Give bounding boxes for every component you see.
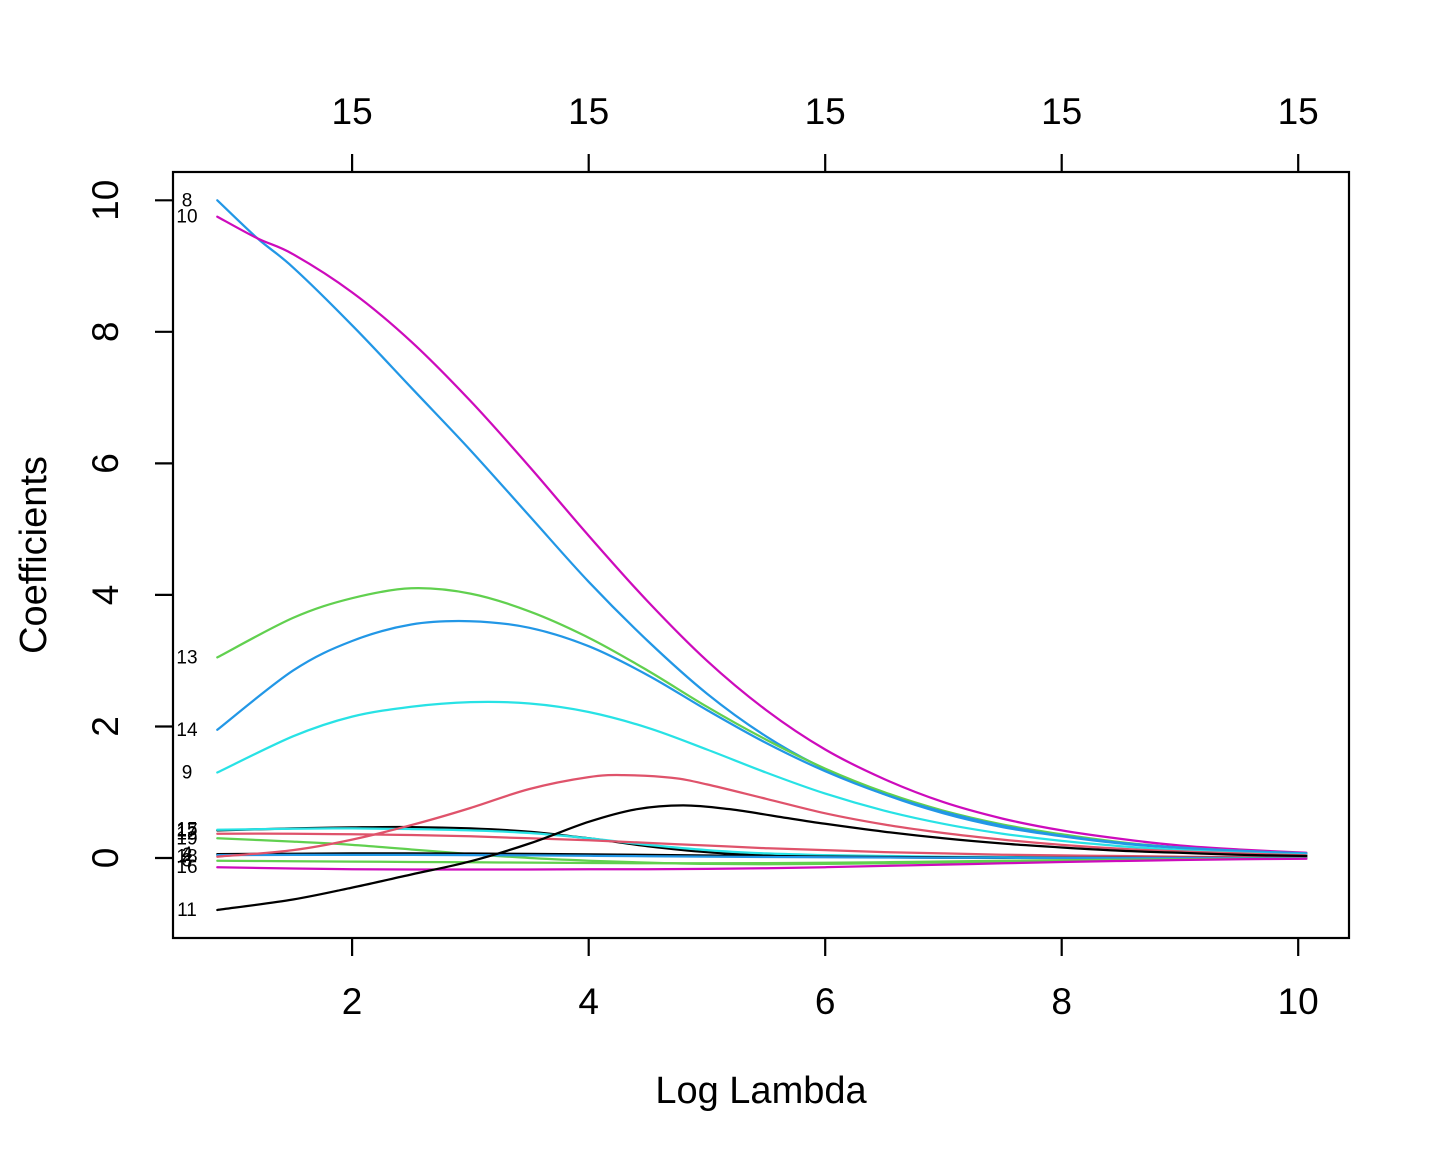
series-line-11 bbox=[216, 804, 1308, 912]
top-axis-tick-label: 15 bbox=[568, 91, 609, 132]
y-axis-title: Coefficients bbox=[13, 456, 55, 654]
curve-label-4: 4 bbox=[182, 844, 193, 865]
series-line-12 bbox=[216, 832, 1308, 859]
series-line-2 bbox=[216, 853, 1308, 860]
x-axis-tick-label: 2 bbox=[342, 981, 363, 1022]
top-axis-tick-label: 15 bbox=[1278, 91, 1319, 132]
curve-label-9: 9 bbox=[182, 763, 193, 784]
curve-label-11: 11 bbox=[177, 900, 197, 921]
series-line-10 bbox=[216, 215, 1308, 854]
curve-label-8: 8 bbox=[182, 190, 193, 211]
top-axis-tick-label: 15 bbox=[1041, 91, 1082, 132]
series-line-14 bbox=[216, 619, 1308, 855]
y-axis-tick-label: 6 bbox=[85, 453, 126, 474]
curve-label-13: 13 bbox=[176, 647, 197, 668]
series-line-18 bbox=[216, 773, 1308, 858]
y-axis-tick-label: 8 bbox=[85, 322, 126, 343]
curve-label-16: 16 bbox=[176, 857, 197, 878]
x-axis-tick-label: 4 bbox=[578, 981, 599, 1022]
x-axis-tick-label: 6 bbox=[815, 981, 836, 1022]
top-axis-tick-label: 15 bbox=[332, 91, 373, 132]
curve-label-3: 3 bbox=[182, 851, 193, 872]
y-axis-tick-label: 2 bbox=[85, 716, 126, 737]
curve-label-19: 19 bbox=[176, 828, 197, 849]
series-line-9 bbox=[216, 700, 1308, 856]
plot-box bbox=[171, 170, 1351, 940]
series-layer bbox=[216, 199, 1308, 912]
curve-label-12: 12 bbox=[176, 824, 197, 845]
top-axis-tick-label: 15 bbox=[805, 91, 846, 132]
curve-label-17: 17 bbox=[176, 820, 197, 841]
series-line-8 bbox=[216, 199, 1308, 856]
x-axis-tick-label: 8 bbox=[1051, 981, 1072, 1022]
y-axis-tick-label: 10 bbox=[85, 180, 126, 221]
y-axis-tick-label: 4 bbox=[85, 585, 126, 606]
curve-label-15: 15 bbox=[176, 820, 197, 841]
x-axis-tick-label: 10 bbox=[1278, 981, 1319, 1022]
curve-label-10: 10 bbox=[176, 207, 197, 228]
curve-label-18: 18 bbox=[176, 847, 197, 868]
curve-label-14: 14 bbox=[176, 720, 198, 741]
axis-titles: Log Lambda Coefficients bbox=[13, 456, 868, 1112]
curve-label-2: 2 bbox=[182, 845, 193, 866]
series-line-3 bbox=[216, 857, 1308, 865]
series-line-16 bbox=[216, 857, 1308, 871]
y-axis-tick-label: 0 bbox=[85, 848, 126, 869]
x-axis-title: Log Lambda bbox=[655, 1070, 867, 1112]
